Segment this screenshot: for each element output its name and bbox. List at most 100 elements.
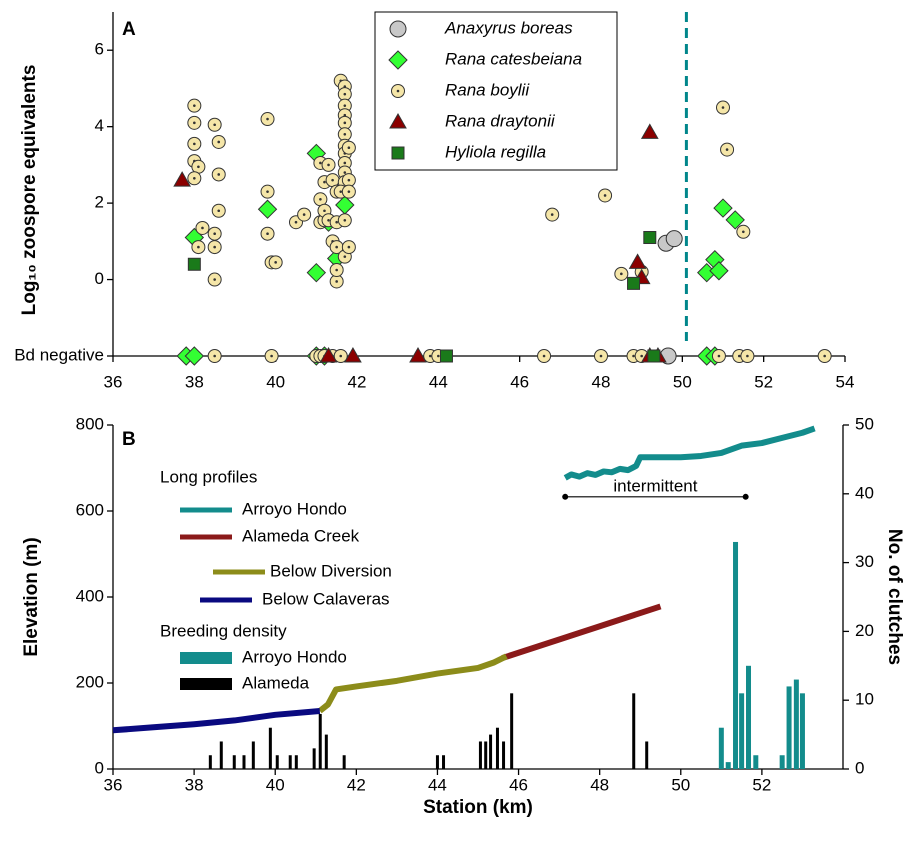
marker <box>643 231 657 245</box>
marker <box>191 240 206 255</box>
marker <box>173 171 191 187</box>
marker-shape <box>713 198 733 218</box>
bar <box>288 755 292 769</box>
marker <box>614 266 629 281</box>
marker-dot <box>193 142 196 146</box>
marker <box>817 349 832 363</box>
marker-shape <box>628 253 647 269</box>
y-tick-label: 0 <box>95 758 104 777</box>
marker-dot <box>319 161 322 165</box>
marker <box>389 112 407 129</box>
x-tick-label: 54 <box>836 372 855 391</box>
x-tick-label: 44 <box>428 775 447 794</box>
marker <box>211 167 226 182</box>
bar <box>779 755 785 769</box>
marker <box>207 240 222 255</box>
marker-shape <box>184 346 205 366</box>
y-tick-label: 0 <box>95 269 104 288</box>
marker-shape <box>389 112 407 129</box>
marker-dot <box>302 213 306 216</box>
marker-dot <box>201 226 204 230</box>
marker <box>640 123 659 139</box>
y2-tick-label: 30 <box>855 552 874 571</box>
marker-shape <box>665 230 683 248</box>
marker-dot <box>746 354 749 358</box>
x-tick-label: 52 <box>752 775 771 794</box>
legend-swatch <box>180 652 232 664</box>
bar <box>645 741 649 769</box>
x-tick-label: 38 <box>185 775 204 794</box>
marker-dot <box>213 123 216 127</box>
bar <box>219 741 223 769</box>
y-tick-label: 600 <box>76 500 104 519</box>
marker-shape <box>389 20 407 38</box>
marker <box>409 346 427 363</box>
x-tick-label: 44 <box>429 372 448 391</box>
bar <box>294 755 298 769</box>
marker <box>594 349 608 363</box>
marker <box>184 346 205 366</box>
legend-label: Rana catesbeiana <box>445 49 582 68</box>
marker <box>736 224 751 239</box>
marker <box>537 349 552 363</box>
marker-dot <box>347 178 351 182</box>
marker-dot <box>335 280 338 283</box>
x-tick-label: 38 <box>185 372 204 391</box>
marker-dot <box>550 213 554 216</box>
marker <box>268 255 283 270</box>
x-tick-label: 42 <box>347 775 366 794</box>
legend-label: Hyliola regilla <box>445 142 546 161</box>
legend-box <box>374 11 618 171</box>
marker <box>344 346 362 363</box>
panel-label: A <box>122 19 136 40</box>
bar <box>318 713 322 769</box>
marker-dot <box>335 220 338 224</box>
marker-dot <box>339 354 343 358</box>
marker-dot <box>823 354 826 358</box>
marker-shape <box>319 346 338 363</box>
bar <box>342 755 346 769</box>
profile-line <box>112 707 321 734</box>
marker-dot <box>347 146 351 149</box>
marker <box>720 142 735 157</box>
marker-shape <box>439 349 453 363</box>
legend-label: Below Diversion <box>270 561 392 580</box>
marker <box>207 272 222 287</box>
bar <box>251 741 255 769</box>
marker <box>297 207 312 222</box>
marker <box>598 188 613 203</box>
marker-dot <box>640 354 643 358</box>
annotation-end <box>742 493 749 500</box>
y-tick-label: Bd negative <box>14 345 104 364</box>
x-tick-label: 50 <box>673 372 692 391</box>
marker-shape <box>187 257 201 271</box>
marker <box>711 349 726 363</box>
bar <box>208 755 212 769</box>
marker-dot <box>323 180 326 184</box>
y2-axis-title: No. of clutches <box>884 529 905 665</box>
marker <box>260 112 275 127</box>
marker-dot <box>343 92 347 96</box>
marker <box>207 117 222 132</box>
marker-dot <box>217 173 221 176</box>
marker <box>211 134 226 149</box>
marker <box>319 346 338 363</box>
marker-shape <box>173 171 191 187</box>
bar <box>489 734 493 769</box>
marker-dot <box>217 140 221 144</box>
marker <box>740 349 755 363</box>
marker-dot <box>266 190 269 193</box>
x-tick-label: 36 <box>104 775 123 794</box>
y-tick-label: 4 <box>95 116 104 135</box>
panel-label: B <box>122 429 136 450</box>
marker-dot <box>213 354 216 358</box>
marker-shape <box>725 210 745 230</box>
marker-dot <box>343 171 347 174</box>
marker <box>335 195 355 215</box>
y-axis-title: Log₁₀ zoospore equivalents <box>19 65 40 316</box>
bar <box>753 755 759 769</box>
marker-dot <box>197 165 200 169</box>
bar <box>442 755 446 769</box>
marker-dot <box>347 190 351 193</box>
marker-dot <box>323 209 326 213</box>
